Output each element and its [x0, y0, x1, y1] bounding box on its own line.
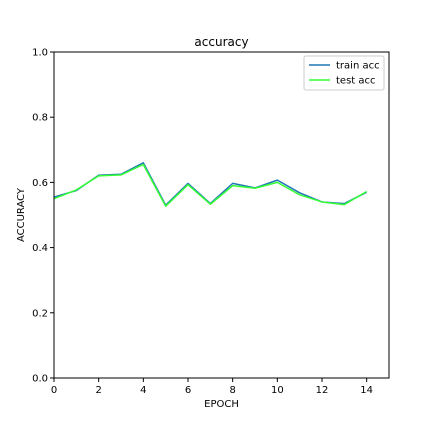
- x-tick-label: 8: [229, 385, 235, 396]
- plot-area: [53, 162, 368, 207]
- series-line-train-acc: [53, 162, 368, 206]
- x-tick-label: 2: [95, 385, 101, 396]
- y-tick-label: 0.6: [32, 178, 48, 189]
- y-axis-label: ACCURACY: [16, 187, 27, 242]
- x-tick-label: 4: [140, 385, 146, 396]
- x-tick-label: 14: [360, 385, 373, 396]
- y-tick-label: 0.2: [32, 308, 48, 319]
- y-tick-label: 0.0: [32, 374, 48, 385]
- x-tick-label: 0: [51, 385, 57, 396]
- x-tick-label: 12: [316, 385, 329, 396]
- y-tick-label: 0.8: [32, 113, 48, 124]
- chart-title: accuracy: [194, 35, 248, 49]
- x-tick-label: 10: [271, 385, 284, 396]
- y-tick-label: 0.4: [32, 243, 48, 254]
- x-axis-label: EPOCH: [204, 399, 239, 410]
- y-tick-label: 1.0: [32, 48, 48, 59]
- x-axis: 0 2 4 6 8 10 12 14: [51, 378, 373, 396]
- legend: train acc test acc: [303, 55, 385, 91]
- axes-frame: [53, 51, 390, 379]
- series-line-test-acc: [53, 163, 368, 207]
- x-tick-label: 6: [185, 385, 191, 396]
- legend-label-train-acc: train acc: [336, 61, 380, 72]
- y-axis: 0.0 0.2 0.4 0.6 0.8 1.0: [32, 48, 54, 385]
- legend-label-test-acc: test acc: [336, 76, 376, 87]
